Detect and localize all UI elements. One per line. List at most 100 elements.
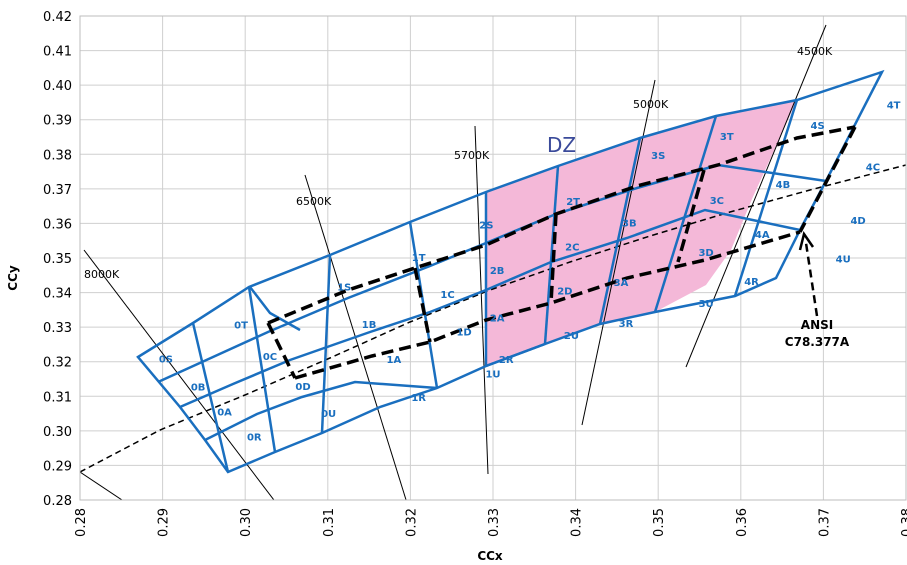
bin-label-1u: 1U: [485, 369, 500, 380]
cct-lines: [80, 24, 827, 500]
y-tick-labels: 0.28 0.29 0.30 0.31 0.32 0.33 0.34 0.35 0.36 0.37…: [43, 10, 72, 509]
ansi-label-line1: ANSI: [801, 318, 833, 332]
bin-label-2r: 2R: [499, 355, 514, 366]
bin-label-3t: 3T: [720, 132, 734, 143]
cct-line-6500k: [304, 174, 407, 500]
ansi-div-3: [676, 169, 706, 263]
y-tick-label: 0.31: [43, 390, 72, 405]
y-tick-label: 0.33: [43, 321, 72, 336]
bin-label-0a: 0A: [217, 407, 232, 418]
bin-col-1: [191, 322, 230, 473]
bin-col-8: [653, 115, 718, 313]
bin-row-3: [204, 380, 438, 442]
dz-label: DZ: [547, 133, 576, 157]
bin-outline: [136, 69, 885, 474]
ansi-div-1: [413, 267, 432, 343]
cct-label-6500k: 6500K: [296, 195, 332, 208]
bin-grid: [136, 69, 885, 474]
ansi-quadrangles: [266, 125, 857, 380]
planckian-locus: [80, 164, 906, 473]
cct-line-4500k: [685, 24, 827, 368]
y-tick-label: 0.29: [43, 459, 72, 474]
x-tick-label: 0.38: [900, 508, 907, 537]
x-axis-label: CCx: [477, 549, 503, 563]
bin-label-1c: 1C: [440, 290, 454, 301]
bin-label-3s: 3S: [651, 151, 665, 162]
bin-label-3d: 3D: [698, 248, 713, 259]
bin-label-4u: 4U: [836, 254, 851, 265]
bin-label-1b: 1B: [362, 320, 377, 331]
x-tick-labels: 0.28 0.29 0.30 0.31 0.32 0.33 0.34 0.35 0.36 0.37…: [74, 508, 907, 537]
bin-row-3b: [485, 342, 546, 368]
x-tick-label: 0.36: [735, 508, 750, 537]
x-tick-label: 0.31: [322, 508, 337, 537]
y-tick-label: 0.35: [43, 252, 72, 267]
bin-labels: 0S 0T 0B 0C 0A 0D 0R 0U 1S 1T 1B 1C 1A 1D 1R 1U 2S 2T 2B 2C…: [159, 101, 901, 444]
y-tick-label: 0.37: [43, 183, 72, 198]
y-axis-label: CCy: [6, 265, 20, 291]
y-tick-label: 0.41: [43, 45, 72, 60]
bin-col-3: [320, 254, 332, 434]
bin-col-6: [543, 165, 560, 345]
ansi-arrowhead: [798, 231, 815, 251]
bin-label-0c: 0C: [263, 352, 277, 363]
y-tick-label: 0.40: [43, 79, 72, 94]
y-tick-label: 0.39: [43, 114, 72, 129]
cct-label-5700k: 5700K: [454, 149, 490, 162]
bin-label-2u: 2U: [564, 331, 579, 342]
ansi-left-edge: [266, 322, 297, 379]
y-tick-label: 0.28: [43, 494, 72, 509]
ansi-right-edge: [798, 126, 857, 233]
bin-col-9: [733, 99, 799, 297]
x-tick-label: 0.29: [157, 508, 172, 537]
cct-line-8000k-low: [80, 471, 123, 500]
bin-label-0u: 0U: [321, 409, 336, 420]
bin-label-4a: 4A: [755, 230, 770, 241]
x-tick-label: 0.30: [239, 508, 254, 537]
bin-label-4t: 4T: [887, 101, 901, 112]
bin-label-3a: 3A: [614, 278, 629, 289]
ansi-div-2: [549, 213, 558, 304]
bin-col-7: [598, 137, 642, 325]
cct-line-5700k: [474, 125, 489, 475]
y-tick-label: 0.42: [43, 10, 72, 25]
bin-label-2a: 2A: [490, 313, 505, 324]
bin-label-0s: 0S: [159, 354, 173, 365]
bin-label-0d: 0D: [295, 382, 310, 393]
bin-label-3c: 3C: [710, 196, 724, 207]
cct-label-4500k: 4500K: [797, 45, 833, 58]
y-tick-label: 0.38: [43, 148, 72, 163]
bin-label-1r: 1R: [411, 393, 426, 404]
y-tick-label: 0.36: [43, 217, 72, 232]
bin-label-3u: 3U: [699, 299, 714, 310]
x-tick-label: 0.33: [487, 508, 502, 537]
x-tick-label: 0.32: [404, 508, 419, 537]
ansi-bottom-edge: [294, 230, 801, 380]
bin-label-0r: 0R: [247, 433, 262, 444]
bin-label-2b: 2B: [490, 266, 505, 277]
bin-label-2s: 2S: [479, 221, 493, 232]
bin-label-4d: 4D: [850, 216, 865, 227]
y-tick-label: 0.32: [43, 356, 72, 371]
y-tick-label: 0.30: [43, 425, 72, 440]
bin-label-4c: 4C: [866, 163, 880, 174]
bin-label-4b: 4B: [776, 180, 791, 191]
x-tick-label: 0.37: [817, 508, 832, 537]
bin-label-3r: 3R: [619, 319, 634, 330]
cct-label-8000k: 8000K: [84, 268, 120, 281]
bin-label-4r: 4R: [744, 277, 759, 288]
bin-label-0b: 0B: [191, 382, 206, 393]
bin-label-1t: 1T: [412, 253, 426, 264]
bin-col-2: [247, 286, 277, 453]
bin-label-3b: 3B: [622, 219, 637, 230]
x-tick-label: 0.35: [652, 508, 667, 537]
bin-label-4s: 4S: [811, 121, 825, 132]
cct-label-5000k: 5000K: [633, 98, 669, 111]
bin-label-1a: 1A: [387, 355, 402, 366]
y-tick-label: 0.34: [43, 287, 72, 302]
x-tick-label: 0.28: [74, 508, 89, 537]
bin-label-2d: 2D: [557, 286, 572, 297]
bin-label-1s: 1S: [337, 282, 351, 293]
bin-label-0t: 0T: [234, 321, 248, 332]
